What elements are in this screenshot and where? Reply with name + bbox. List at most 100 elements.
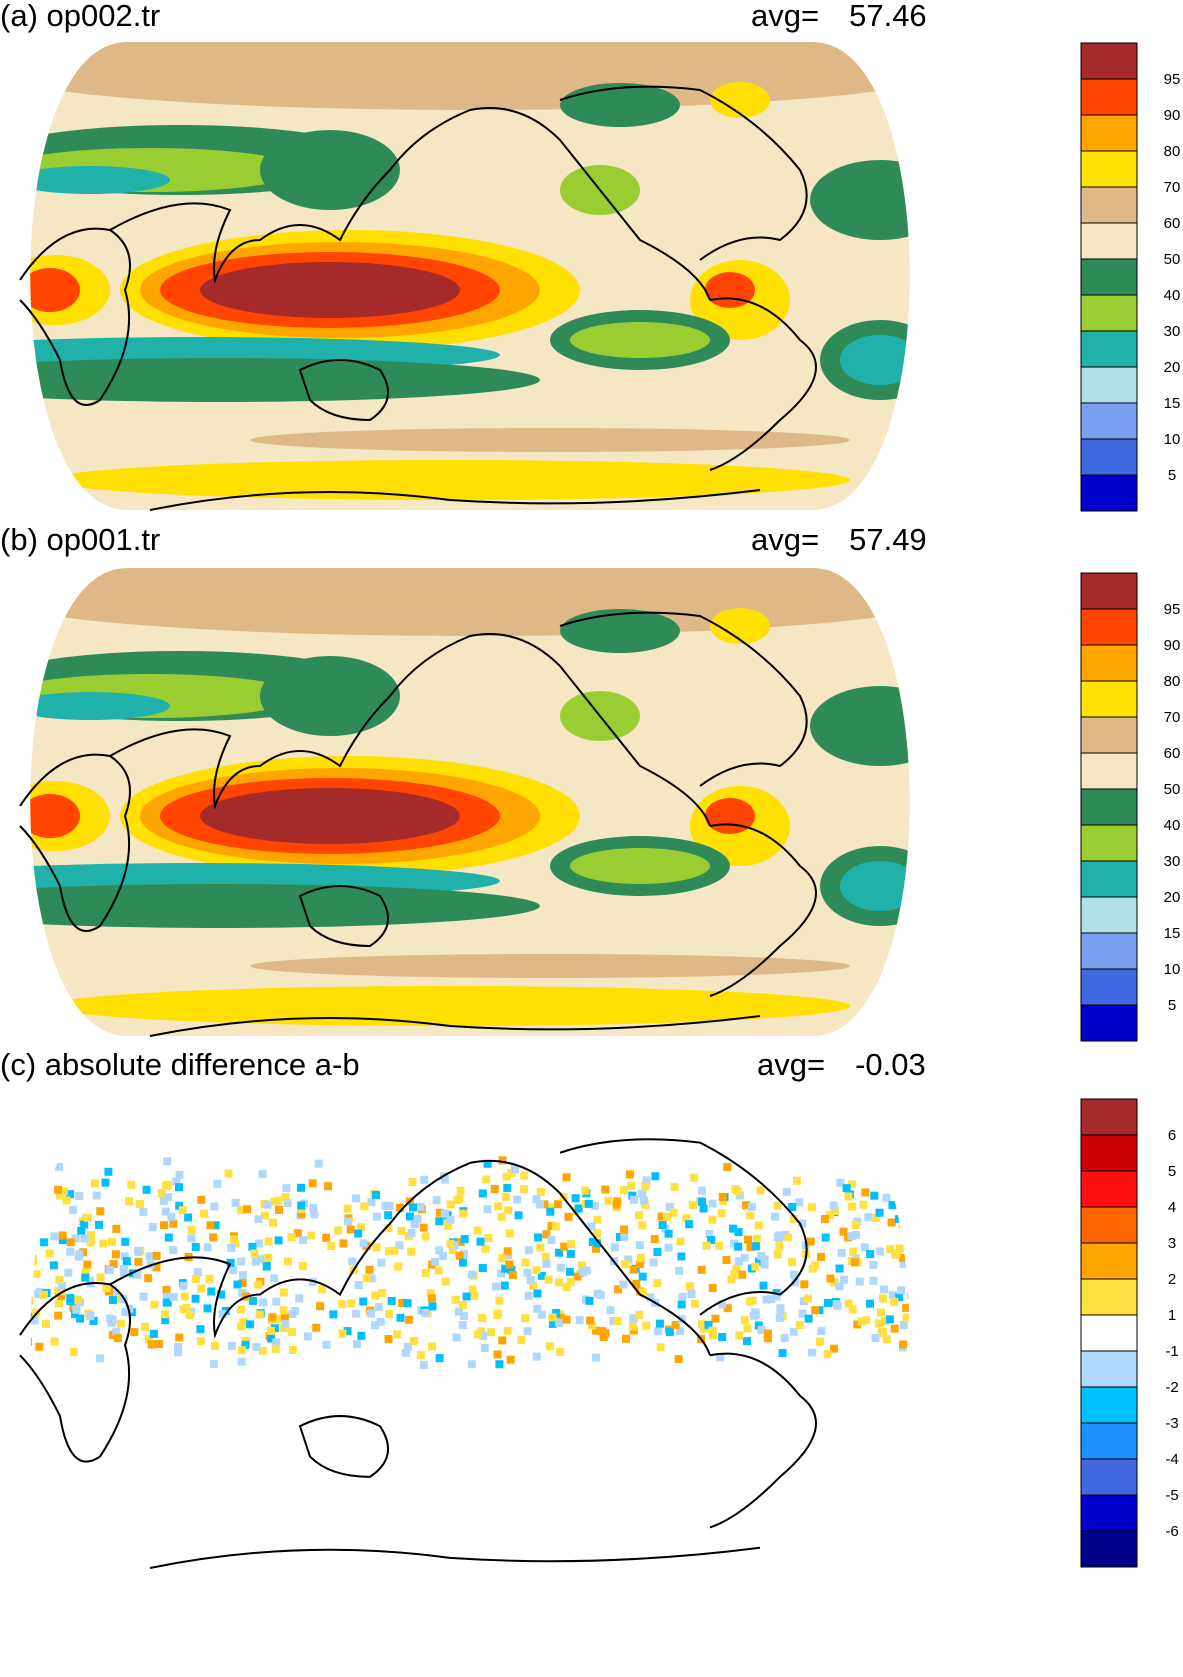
- panel-a-title: (a) op002.tr: [0, 0, 161, 33]
- colorbar-boxes: [1080, 1098, 1138, 1568]
- panel-a-map: [19, 42, 910, 511]
- coastline: [149, 489, 761, 511]
- colorbar-tick-label: 5: [1168, 1163, 1176, 1180]
- colorbar-box: [1080, 1458, 1138, 1496]
- colorbar-box: [1080, 608, 1138, 646]
- colorbar-box: [1080, 680, 1138, 718]
- colorbar-box: [1080, 1206, 1138, 1244]
- colorbar-box: [1080, 1170, 1138, 1208]
- colorbar-box: [1080, 1242, 1138, 1280]
- colorbar-box: [1080, 114, 1138, 152]
- colorbar-box: [1080, 1278, 1138, 1316]
- colorbar-box: [1080, 294, 1138, 332]
- colorbar-tick-label: 5: [1168, 997, 1176, 1014]
- coastline: [109, 633, 711, 827]
- colorbar-box: [1080, 474, 1138, 512]
- colorbar-tick-label: -2: [1165, 1379, 1178, 1396]
- coastlines: [19, 1138, 817, 1569]
- panel-b-colorbar: 95 90 80 70 60 50 40 30 20 15 10 5: [1080, 572, 1181, 1042]
- panel-c-avg-label: avg=: [757, 1047, 826, 1082]
- colorbar-tick-label: -1: [1165, 1343, 1178, 1360]
- coastline: [19, 1282, 131, 1463]
- panel-c-colorbar: 6 5 4 3 2 1 -1 -2 -3 -4 -5 -6: [1080, 1098, 1179, 1568]
- colorbar-tick-label: 40: [1164, 287, 1181, 304]
- colorbar-tick-label: 4: [1168, 1199, 1176, 1216]
- colorbar-tick-label: 60: [1164, 215, 1181, 232]
- panel-a-avg-label: avg=: [751, 0, 820, 33]
- colorbar-box: [1080, 258, 1138, 296]
- colorbar-tick-label: 30: [1164, 323, 1181, 340]
- colorbar-tick-label: 1: [1168, 1307, 1176, 1324]
- colorbar-box: [1080, 860, 1138, 898]
- panel-c-avg: avg= -0.03: [757, 1047, 926, 1083]
- colorbar-tick-label: 70: [1164, 709, 1181, 726]
- panel-b-map: [19, 568, 910, 1037]
- colorbar-box: [1080, 968, 1138, 1006]
- colorbar-tick-label: 15: [1164, 395, 1181, 412]
- panel-b-avg-label: avg=: [751, 522, 820, 557]
- colorbar-tick-label: 50: [1164, 251, 1181, 268]
- coastline: [709, 1352, 817, 1529]
- colorbar-tick-label: 30: [1164, 853, 1181, 870]
- colorbar-box: [1080, 716, 1138, 754]
- coastline: [559, 85, 808, 261]
- coastline: [559, 611, 808, 787]
- colorbar-boxes: [1080, 572, 1138, 1042]
- coastline: [709, 823, 817, 997]
- colorbar-box: [1080, 1134, 1138, 1172]
- colorbar-box: [1080, 572, 1138, 610]
- colorbar-box: [1080, 1386, 1138, 1424]
- colorbar-box: [1080, 896, 1138, 934]
- coastline: [298, 359, 389, 422]
- coastlines: [19, 85, 817, 511]
- colorbar-box: [1080, 222, 1138, 260]
- panel-c-title: (c) absolute difference a-b: [0, 1047, 360, 1082]
- colorbar-tick-label: 80: [1164, 143, 1181, 160]
- colorbar-tick-label: 10: [1164, 961, 1181, 978]
- colorbar-tick-label: 10: [1164, 431, 1181, 448]
- panel-b-title: (b) op001.tr: [0, 522, 161, 557]
- colorbar-tick-label: 6: [1168, 1127, 1176, 1144]
- coastline: [298, 1415, 389, 1478]
- colorbar-box: [1080, 1098, 1138, 1136]
- colorbar-tick-label: 90: [1164, 107, 1181, 124]
- panel-b-avg-value: 57.49: [849, 522, 927, 557]
- colorbar-tick-label: 95: [1164, 601, 1181, 618]
- colorbar-tick-label: 60: [1164, 745, 1181, 762]
- coastline: [149, 1015, 761, 1037]
- coastline: [109, 1159, 711, 1356]
- panel-a-avg: avg= 57.46: [751, 0, 927, 34]
- colorbar-tick-label: -5: [1165, 1487, 1178, 1504]
- colorbar-tick-label: -6: [1165, 1523, 1178, 1540]
- colorbar-box: [1080, 824, 1138, 862]
- coastline: [709, 297, 817, 471]
- colorbar-tick-label: 40: [1164, 817, 1181, 834]
- colorbar-box: [1080, 1494, 1138, 1532]
- colorbar-tick-label: -3: [1165, 1415, 1178, 1432]
- coastline: [559, 1138, 808, 1316]
- colorbar-tick-label: 2: [1168, 1271, 1176, 1288]
- colorbar-box: [1080, 1004, 1138, 1042]
- colorbar-box: [1080, 330, 1138, 368]
- colorbar-boxes: [1080, 42, 1138, 512]
- colorbar-box: [1080, 402, 1138, 440]
- colorbar-tick-label: 15: [1164, 925, 1181, 942]
- colorbar-box: [1080, 186, 1138, 224]
- colorbar-box: [1080, 752, 1138, 790]
- coastline: [19, 753, 131, 932]
- colorbar-tick-label: 20: [1164, 359, 1181, 376]
- colorbar-box: [1080, 438, 1138, 476]
- colorbar-box: [1080, 644, 1138, 682]
- coastline: [149, 1546, 761, 1569]
- coastline: [298, 885, 389, 948]
- map-field: [30, 42, 910, 510]
- colorbar-box: [1080, 1422, 1138, 1460]
- panel-a-colorbar: 95 90 80 70 60 50 40 30 20 15 10 5: [1080, 42, 1181, 512]
- colorbar-tick-label: 3: [1168, 1235, 1176, 1252]
- panel-c-avg-value: -0.03: [855, 1047, 926, 1082]
- coastline: [19, 227, 131, 406]
- colorbar-box: [1080, 788, 1138, 826]
- map-field: [30, 568, 910, 1036]
- coastline: [109, 107, 711, 301]
- colorbar-tick-label: -4: [1165, 1451, 1178, 1468]
